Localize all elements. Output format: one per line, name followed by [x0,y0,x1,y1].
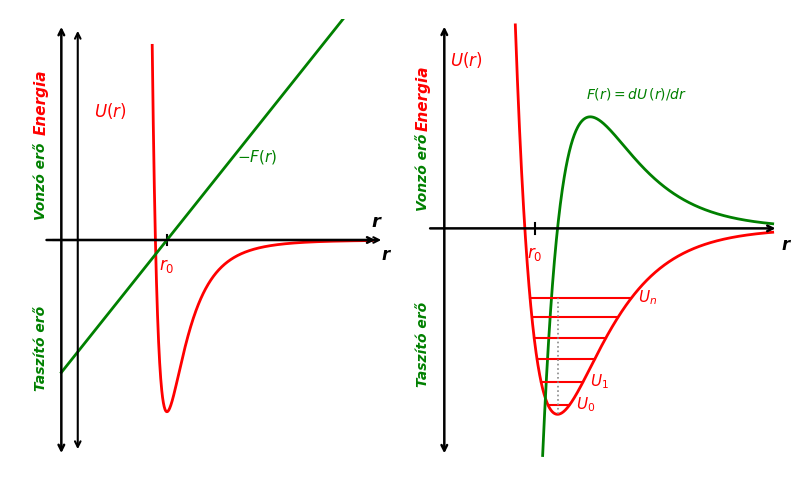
Text: $U_0$: $U_0$ [576,396,595,414]
Text: Energia: Energia [415,65,430,131]
Text: Vonzó erő: Vonzó erő [416,134,430,211]
Text: r: r [372,213,381,231]
Text: $U_1$: $U_1$ [590,372,609,391]
Text: $U(r)$: $U(r)$ [450,50,482,70]
Text: $F(r) = dU\,(r)/ dr$: $F(r) = dU\,(r)/ dr$ [586,86,687,102]
Text: Energia: Energia [34,70,48,135]
Text: Taszító erő: Taszító erő [34,305,48,391]
Text: $r_0$: $r_0$ [527,245,542,263]
Text: $U(r)$: $U(r)$ [94,101,126,121]
Text: $-F(r)$: $-F(r)$ [238,148,278,166]
Text: Vonzó erő: Vonzó erő [34,143,48,220]
Text: r: r [381,246,390,264]
Text: $r_0$: $r_0$ [159,257,174,275]
Text: $U_n$: $U_n$ [638,289,658,308]
Text: Taszító erő: Taszító erő [416,302,430,387]
Text: r: r [781,236,790,253]
